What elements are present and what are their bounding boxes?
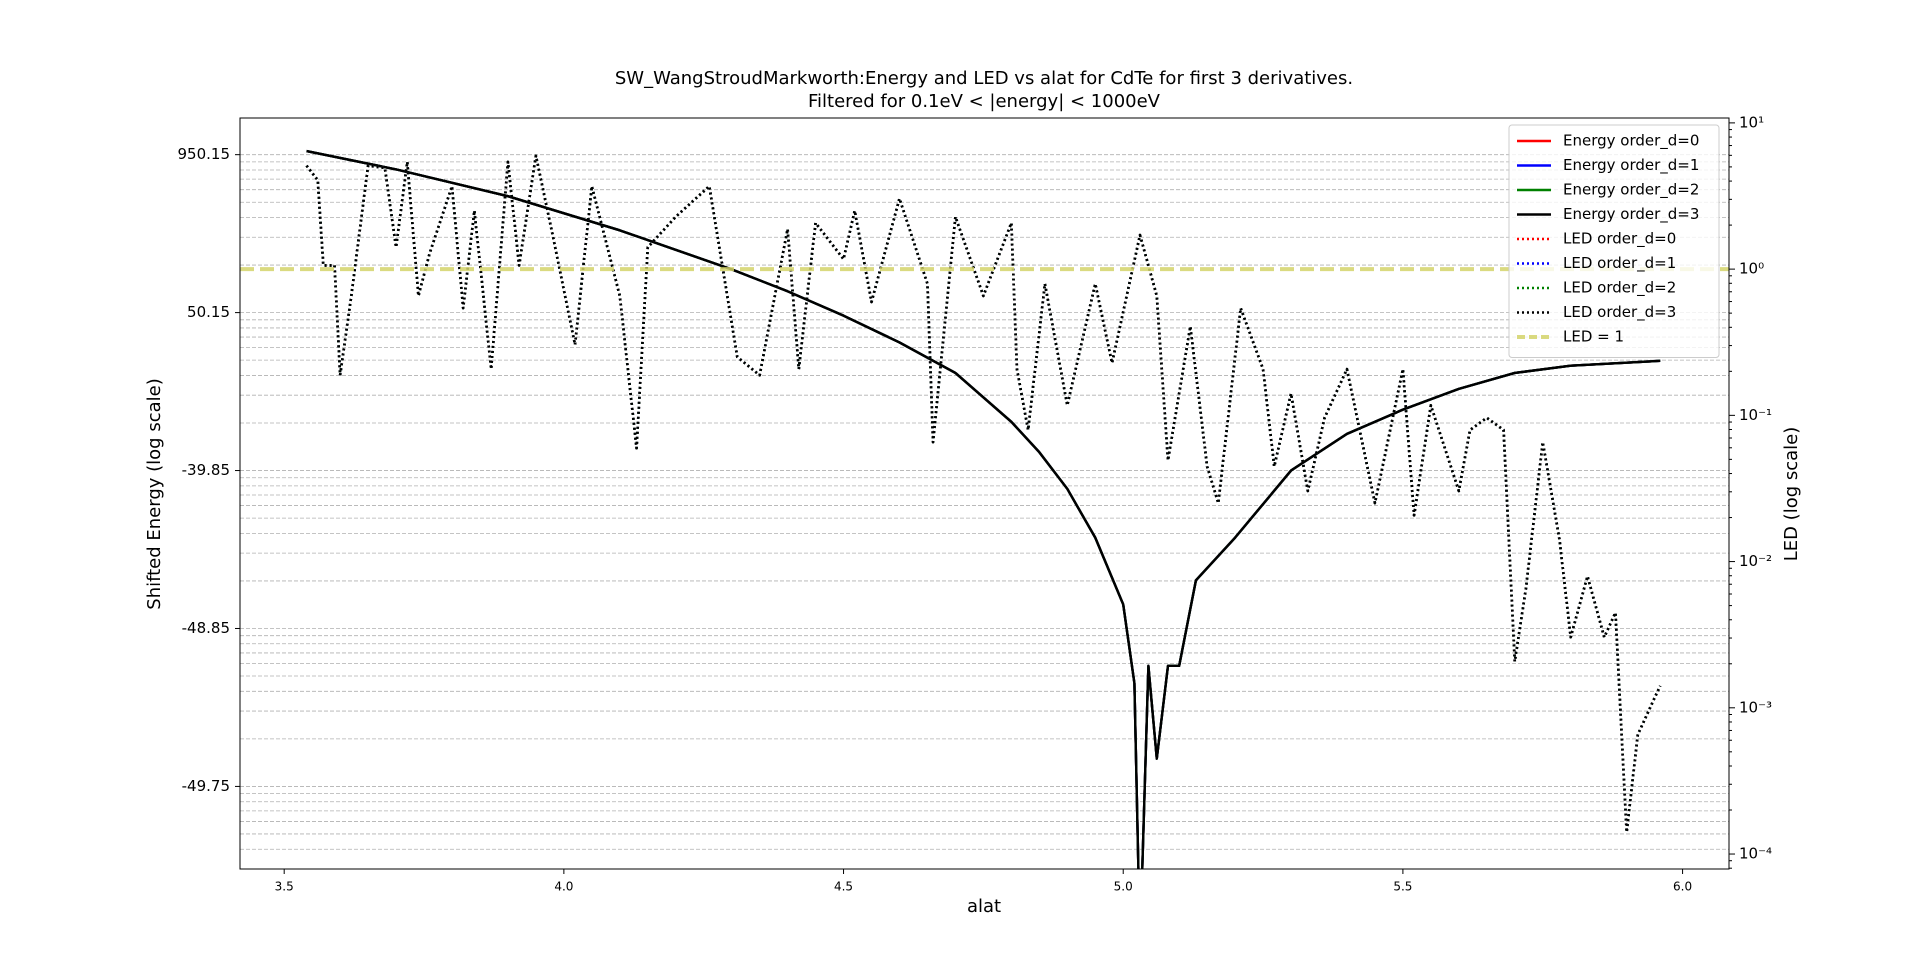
x-tick-label: 5.0 xyxy=(1114,880,1133,894)
y2-tick-label: 10⁻² xyxy=(1739,552,1772,570)
series-line xyxy=(305,154,1662,834)
series-line xyxy=(306,149,1661,869)
y-tick-label: -49.75 xyxy=(182,777,230,795)
y2-axis-label: LED (log scale) xyxy=(1781,427,1802,562)
legend-label: Energy order_d=3 xyxy=(1563,205,1699,224)
y2-tick-label: 10⁻⁴ xyxy=(1739,845,1772,863)
legend-label: Energy order_d=2 xyxy=(1563,181,1699,200)
x-tick-label: 6.0 xyxy=(1673,880,1692,894)
y2-tick-label: 10¹ xyxy=(1739,113,1764,131)
chart-title: SW_WangStroudMarkworth:Energy and LED vs… xyxy=(615,68,1353,89)
legend-box xyxy=(1508,124,1720,358)
legend: Energy order_d=0 Energy order_d=1 Energy o… xyxy=(1508,124,1720,358)
y-tick-label: 50.15 xyxy=(187,303,230,321)
legend-label: LED order_d=0 xyxy=(1563,230,1676,249)
axes: 3.5 4.0 4.5 5.0 5.5 6.0 950.15 50.15 -39.85 -48.8… xyxy=(178,113,1773,893)
y2-tick-label: 10⁰ xyxy=(1739,260,1764,278)
plot-frame xyxy=(239,117,1730,870)
legend-label: LED = 1 xyxy=(1563,328,1624,346)
y2-tick-label: 10⁻¹ xyxy=(1739,406,1772,424)
x-tick-label: 4.0 xyxy=(554,880,573,894)
y-tick-label: -39.85 xyxy=(182,461,230,479)
y2-tick-label: 10⁻³ xyxy=(1739,698,1772,716)
x-tick-label: 5.5 xyxy=(1393,880,1412,894)
y-axis-label: Shifted Energy (log scale) xyxy=(144,378,165,609)
plot-area xyxy=(240,149,1729,869)
legend-label: LED order_d=2 xyxy=(1563,279,1676,298)
x-tick-label: 4.5 xyxy=(834,880,853,894)
legend-label: LED order_d=1 xyxy=(1563,254,1676,273)
x-axis-label: alat xyxy=(967,896,1001,917)
y-tick-label: -48.85 xyxy=(182,619,230,637)
chart-subtitle: Filtered for 0.1eV < |energy| < 1000eV xyxy=(808,91,1161,112)
legend-label: LED order_d=3 xyxy=(1563,303,1676,322)
x-tick-label: 3.5 xyxy=(275,880,294,894)
grid xyxy=(240,154,1729,870)
legend-label: Energy order_d=0 xyxy=(1563,132,1699,151)
y-tick-label: 950.15 xyxy=(178,145,231,163)
legend-label: Energy order_d=1 xyxy=(1563,156,1699,175)
